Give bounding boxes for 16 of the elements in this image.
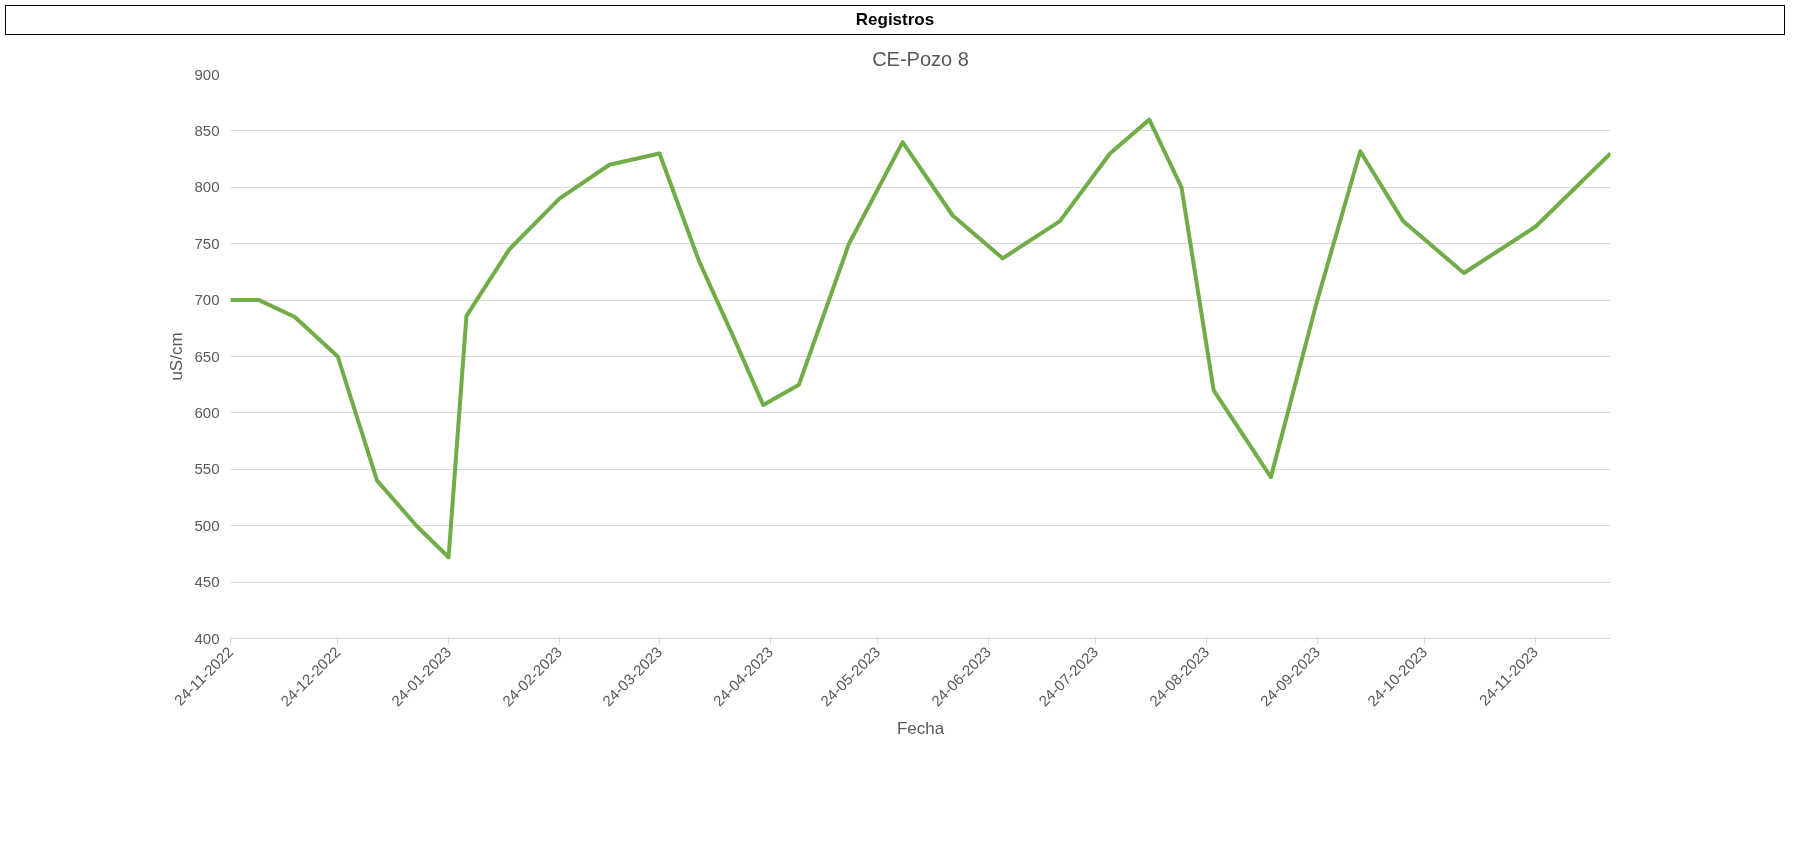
- y-tick-label: 500: [194, 516, 220, 534]
- y-tick-label: 650: [194, 347, 220, 365]
- text: Registros: [855, 9, 935, 31]
- y-tick-label: 800: [194, 178, 220, 196]
- chart-title: CE-Pozo 8: [872, 47, 969, 70]
- y-axis-title: uS/cm: [167, 332, 187, 381]
- y-tick-label: 900: [194, 65, 220, 83]
- y-tick-label: 450: [194, 573, 220, 591]
- x-axis-title: Fecha: [896, 719, 945, 739]
- y-tick-label: 400: [194, 629, 220, 647]
- y-tick-label: 750: [194, 234, 220, 252]
- y-tick-label: 600: [194, 404, 220, 422]
- y-tick-label: 550: [194, 460, 220, 478]
- y-tick-label: 700: [194, 291, 220, 309]
- y-tick-label: 850: [194, 122, 220, 140]
- line-series: [230, 117, 1611, 560]
